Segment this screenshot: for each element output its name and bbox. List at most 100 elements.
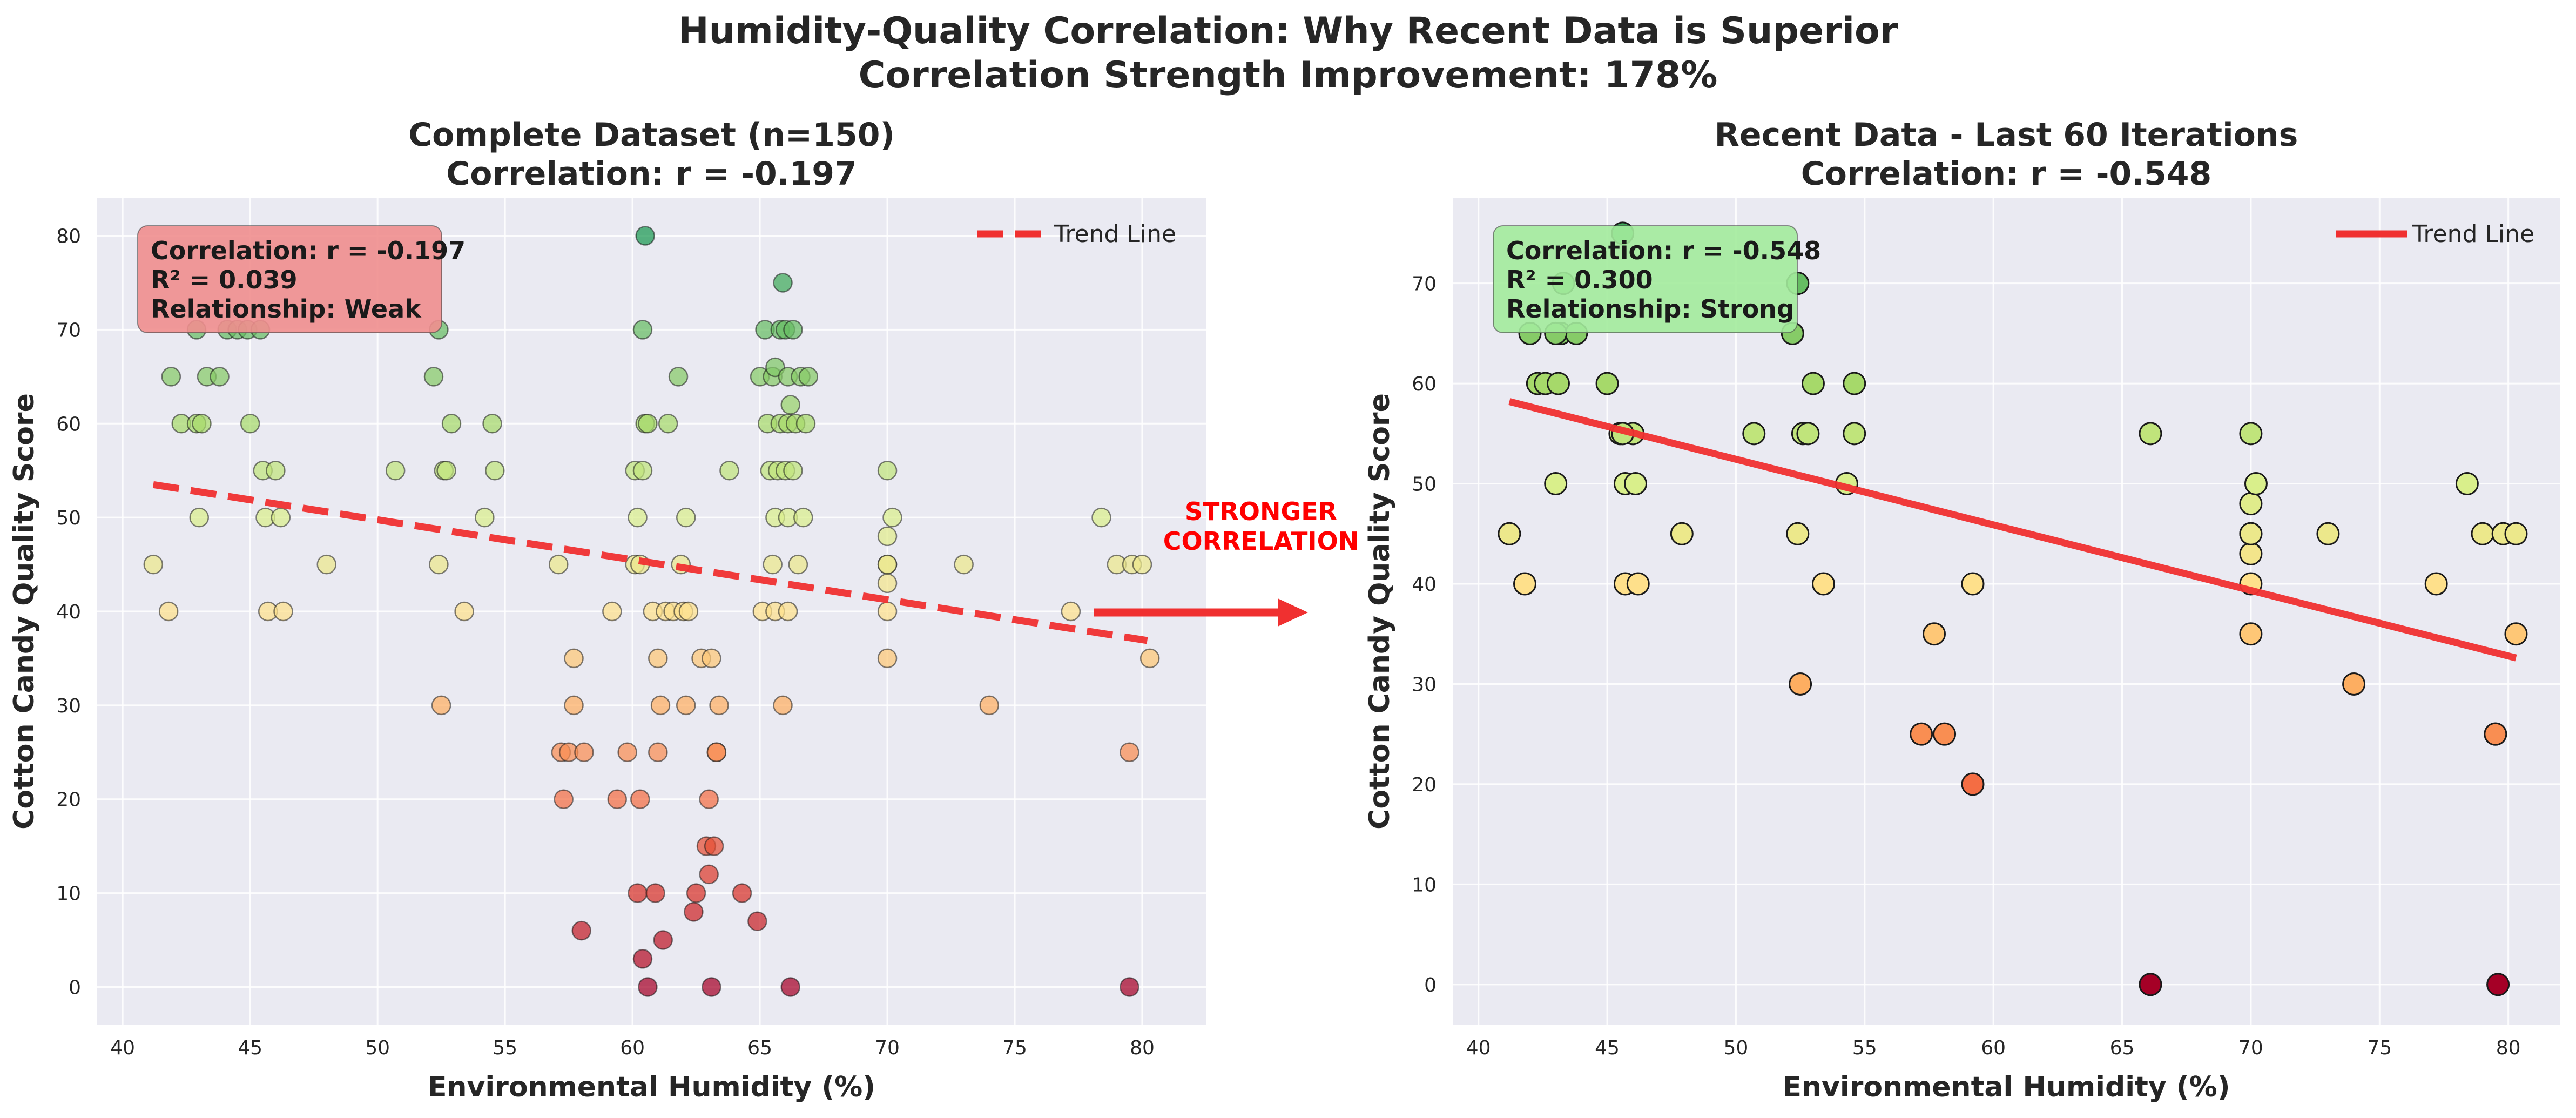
data-point xyxy=(1910,722,1933,746)
stats-box xyxy=(137,225,442,333)
data-point xyxy=(638,414,658,434)
data-point xyxy=(2239,522,2263,545)
stats-box-line: R² = 0.039 xyxy=(151,265,298,294)
data-point xyxy=(2504,622,2528,646)
data-point xyxy=(650,695,671,716)
data-point xyxy=(158,601,179,622)
data-point xyxy=(143,554,164,575)
data-point xyxy=(1139,648,1160,669)
stats-box-line: Correlation: r = -0.197 xyxy=(151,236,466,265)
figure-title-line1: Humidity-Quality Correlation: Why Recent… xyxy=(678,10,1898,52)
data-point xyxy=(747,911,767,931)
data-point xyxy=(632,320,653,340)
data-point xyxy=(877,573,898,594)
data-point xyxy=(2342,672,2366,696)
data-point xyxy=(1801,372,1825,395)
x-tick-label: 60 xyxy=(620,1037,645,1059)
data-point xyxy=(678,601,699,622)
data-point xyxy=(630,789,650,809)
data-point xyxy=(2504,522,2528,545)
stats-box-line: Relationship: Weak xyxy=(151,294,422,324)
data-point xyxy=(686,883,706,903)
data-point xyxy=(780,395,800,415)
data-point xyxy=(773,695,793,716)
data-point xyxy=(271,507,291,528)
data-point xyxy=(1544,472,1568,496)
data-point xyxy=(877,526,898,547)
data-point xyxy=(798,367,819,387)
data-point xyxy=(607,789,628,809)
data-point xyxy=(954,554,974,575)
data-point xyxy=(602,601,622,622)
data-point xyxy=(210,367,230,387)
data-point xyxy=(702,648,721,669)
data-point xyxy=(699,864,719,885)
stats-box-line: Correlation: r = -0.548 xyxy=(1506,236,1821,265)
data-point xyxy=(1091,507,1111,528)
data-point xyxy=(648,648,668,669)
x-tick-label: 40 xyxy=(1466,1037,1491,1059)
data-point xyxy=(564,648,584,669)
data-point xyxy=(1742,422,1766,446)
x-tick-label: 55 xyxy=(1852,1037,1877,1059)
plot-area xyxy=(1453,198,2560,1025)
data-point xyxy=(240,414,260,434)
data-point xyxy=(423,367,444,387)
x-tick-label: 45 xyxy=(238,1037,262,1059)
data-point xyxy=(793,507,813,528)
data-point xyxy=(706,742,727,763)
data-point xyxy=(1786,522,1810,545)
data-point xyxy=(2239,492,2263,516)
data-point xyxy=(648,742,668,763)
data-point xyxy=(1843,422,1866,446)
data-point xyxy=(709,695,729,716)
data-point xyxy=(1120,977,1139,997)
x-tick-label: 45 xyxy=(1595,1037,1620,1059)
arrow-label-line1: STRONGER xyxy=(1185,497,1337,526)
data-point xyxy=(2471,522,2494,545)
data-point xyxy=(763,554,783,575)
data-point xyxy=(783,460,803,481)
x-tick-label: 60 xyxy=(1981,1037,2006,1059)
data-point xyxy=(704,836,724,856)
data-point xyxy=(571,920,591,941)
data-point xyxy=(2455,472,2479,496)
x-tick-label: 50 xyxy=(1724,1037,1749,1059)
data-point xyxy=(778,601,798,622)
data-point xyxy=(1933,722,1957,746)
data-point xyxy=(161,367,181,387)
y-tick-label: 40 xyxy=(1412,574,1437,596)
data-point xyxy=(877,554,898,575)
data-point xyxy=(436,460,456,481)
data-point xyxy=(2244,472,2268,496)
data-point xyxy=(2239,422,2263,446)
data-point xyxy=(441,414,462,434)
data-point xyxy=(316,554,337,575)
panel-title-line2: Correlation: r = -0.197 xyxy=(446,155,857,193)
data-point xyxy=(882,507,902,528)
data-point xyxy=(2424,572,2448,596)
legend-trend-label: Trend Line xyxy=(2412,220,2534,248)
data-point xyxy=(780,977,800,997)
data-point xyxy=(702,977,721,997)
x-tick-label: 40 xyxy=(110,1037,135,1059)
data-point xyxy=(617,742,637,763)
arrow-head xyxy=(1278,598,1308,627)
stats-box xyxy=(1493,225,1798,333)
y-tick-label: 30 xyxy=(1412,674,1437,696)
data-point xyxy=(699,789,719,809)
data-point xyxy=(564,695,584,716)
x-tick-label: 80 xyxy=(2496,1037,2521,1059)
x-tick-label: 70 xyxy=(2238,1037,2263,1059)
y-axis-label: Cotton Candy Quality Score xyxy=(8,393,41,830)
x-tick-label: 75 xyxy=(1002,1037,1027,1059)
y-axis-label: Cotton Candy Quality Score xyxy=(1364,393,1396,830)
data-point xyxy=(431,695,451,716)
data-point xyxy=(684,902,704,922)
y-tick-label: 0 xyxy=(1424,974,1437,996)
legend-trend-label: Trend Line xyxy=(1054,220,1176,248)
data-point xyxy=(475,507,495,528)
data-point xyxy=(548,554,569,575)
data-point xyxy=(732,883,752,903)
data-point xyxy=(1789,672,1812,696)
